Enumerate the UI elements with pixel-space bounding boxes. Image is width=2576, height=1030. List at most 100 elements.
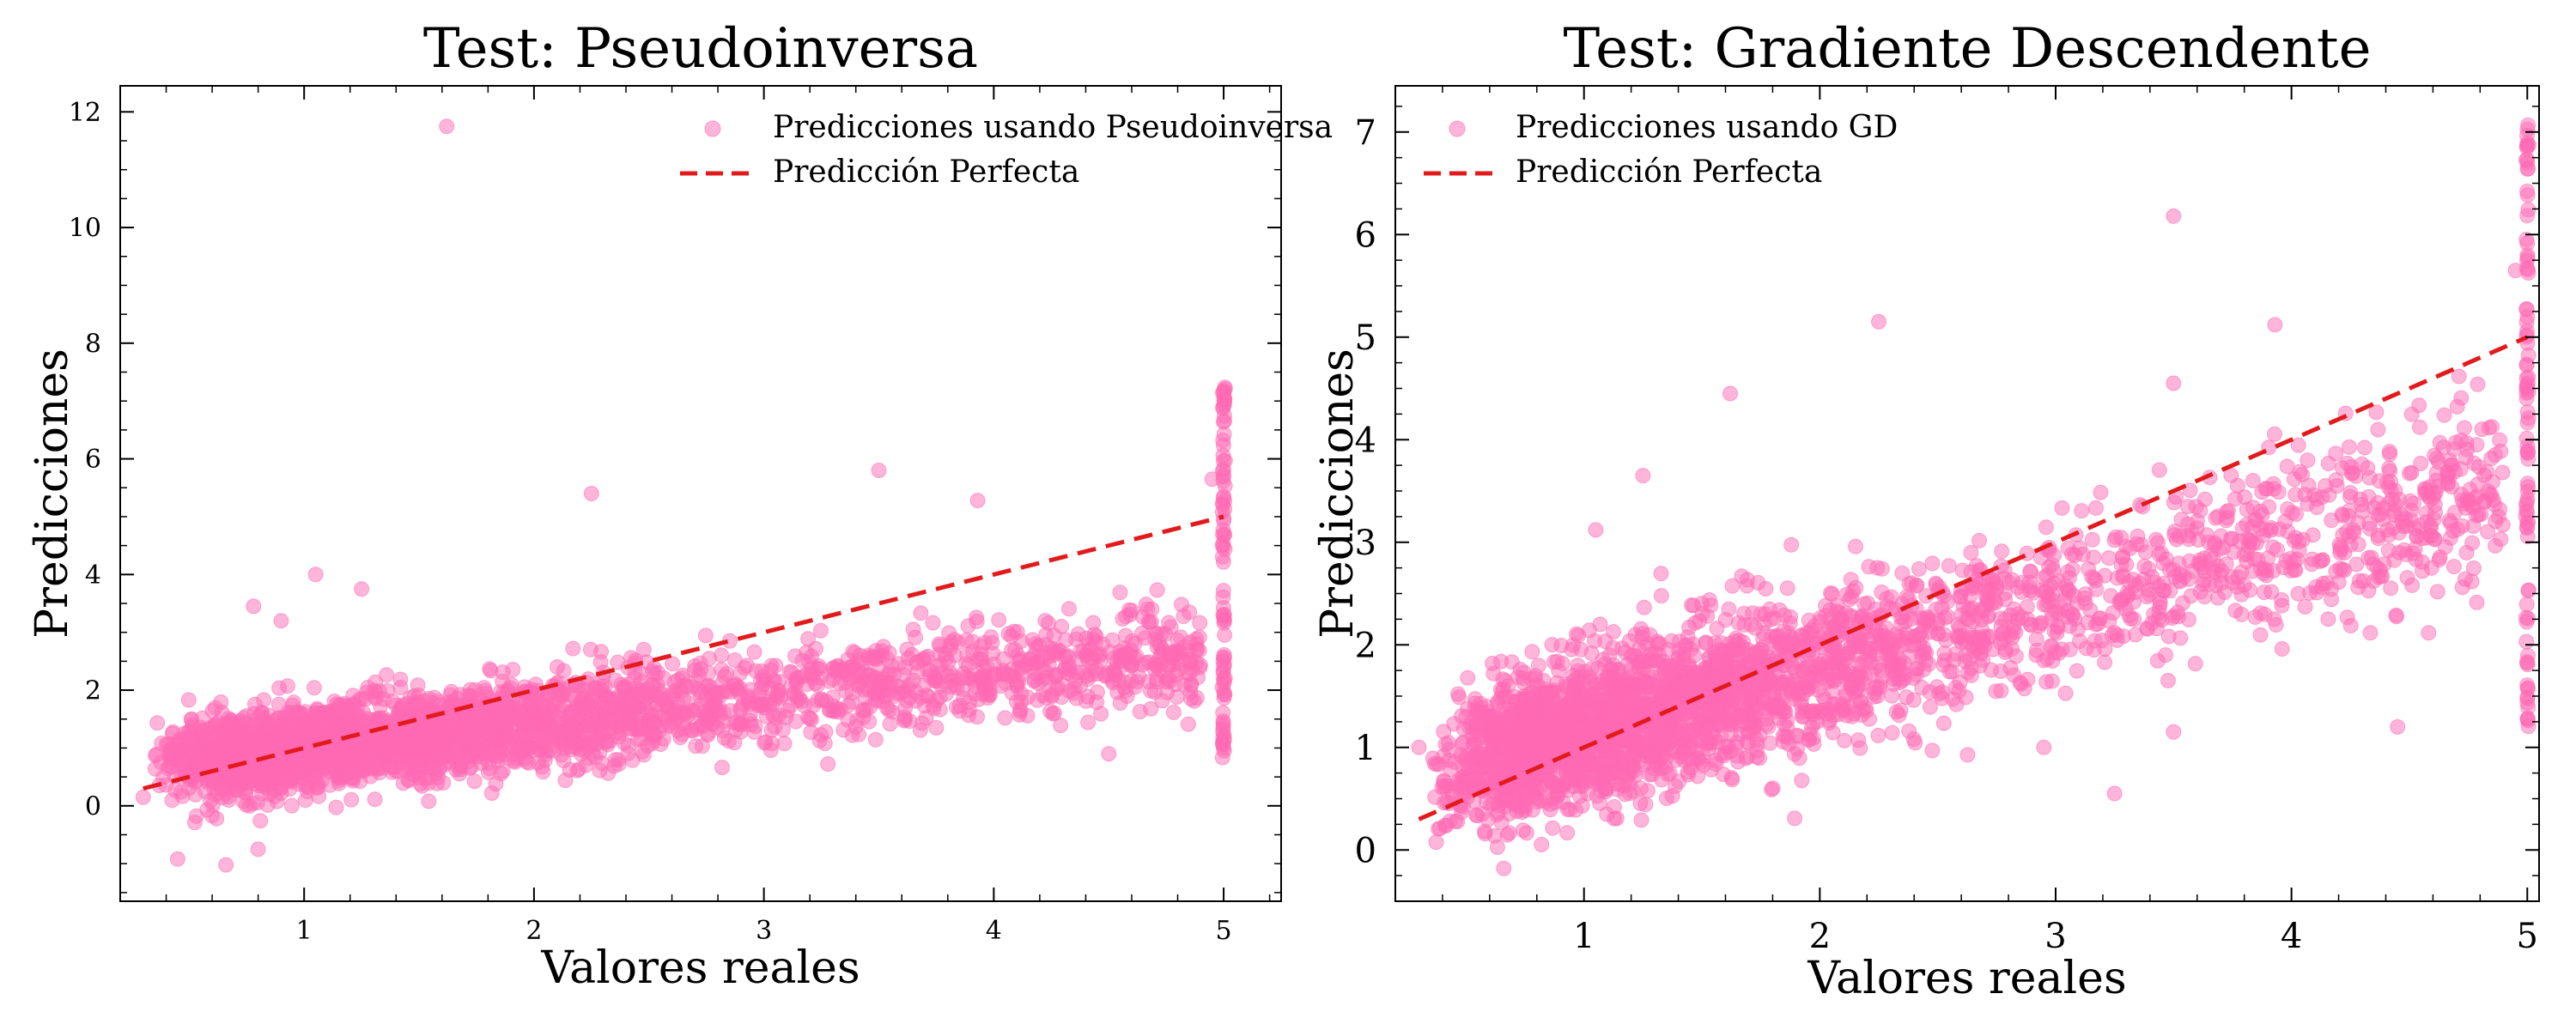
chart-title: Test: Gradiente Descendente — [1563, 17, 2371, 81]
data-point — [1134, 625, 1150, 641]
data-point — [833, 701, 848, 718]
data-point — [871, 463, 887, 478]
x-tick-label: 2 — [526, 916, 542, 946]
data-point — [439, 118, 455, 135]
data-point — [252, 813, 269, 829]
data-point — [1129, 674, 1145, 690]
data-point — [2320, 611, 2336, 627]
data-point — [485, 745, 501, 761]
data-point — [697, 627, 714, 644]
data-point — [2429, 584, 2445, 600]
data-point — [1028, 636, 1044, 652]
data-point — [1941, 558, 1957, 574]
data-point — [287, 722, 303, 738]
data-point — [358, 684, 374, 700]
data-point — [538, 724, 554, 740]
data-point — [1097, 668, 1114, 684]
data-point — [299, 784, 315, 800]
data-point — [174, 788, 191, 804]
data-point — [2413, 456, 2429, 471]
data-point — [993, 678, 1009, 694]
data-point — [223, 712, 240, 728]
data-point — [1058, 632, 1074, 648]
data-point — [390, 763, 406, 779]
data-point — [688, 738, 704, 754]
data-point — [2421, 625, 2437, 641]
data-point — [805, 697, 822, 713]
data-point — [1954, 562, 1971, 579]
data-point — [306, 680, 322, 696]
data-point — [1159, 657, 1176, 672]
data-point — [812, 622, 829, 639]
data-point — [1104, 632, 1121, 648]
data-point — [284, 697, 301, 713]
data-point — [867, 683, 883, 700]
data-point — [896, 712, 913, 729]
data-point — [714, 647, 730, 663]
y-tick-label: 12 — [69, 98, 101, 128]
data-point — [2267, 426, 2282, 442]
data-point — [450, 758, 466, 774]
data-point — [538, 709, 554, 725]
data-point — [1180, 716, 1196, 732]
data-point — [328, 724, 344, 741]
data-point — [1216, 488, 1232, 505]
data-point — [768, 710, 783, 725]
perfect-prediction-line — [143, 514, 1224, 791]
data-point — [2368, 404, 2385, 421]
data-point — [207, 700, 223, 716]
data-point — [997, 710, 1013, 726]
data-point — [505, 662, 521, 678]
data-point — [249, 737, 265, 754]
data-point — [1215, 438, 1231, 453]
data-point — [379, 746, 394, 762]
data-point — [645, 663, 661, 680]
data-point — [762, 696, 778, 712]
data-point — [471, 718, 487, 734]
data-point — [421, 793, 437, 809]
data-point — [580, 718, 597, 734]
y-tick-label: 0 — [85, 791, 101, 821]
data-point — [882, 716, 898, 732]
data-point — [677, 677, 694, 694]
data-point — [302, 746, 319, 762]
data-point — [714, 760, 730, 776]
data-point — [503, 699, 519, 715]
data-point — [1101, 746, 1117, 762]
data-point — [1089, 694, 1105, 711]
legend-label-scatter: Predicciones usando Pseudoinversa — [773, 110, 1333, 145]
panel-gradiente-descendente: Test: Gradiente Descendente 1 2 3 4 50123456… — [1312, 17, 2540, 1004]
data-point — [443, 747, 459, 762]
data-point — [162, 743, 179, 760]
data-point — [307, 566, 324, 583]
data-point — [1119, 688, 1135, 704]
data-point — [626, 670, 642, 687]
data-point — [218, 857, 234, 873]
data-point — [410, 677, 426, 694]
data-point — [790, 692, 806, 708]
data-point — [1884, 688, 1900, 704]
data-point — [1176, 609, 1192, 624]
data-point — [913, 605, 929, 621]
data-point — [925, 697, 941, 713]
data-point — [882, 674, 898, 690]
data-point — [1084, 631, 1101, 647]
data-point — [680, 707, 696, 724]
chart-title: Test: Pseudoinversa — [423, 17, 978, 81]
data-point — [556, 663, 572, 679]
data-point — [1215, 583, 1231, 599]
data-point — [554, 710, 570, 726]
y-tick-label: 10 — [69, 214, 101, 244]
data-point — [1038, 627, 1054, 643]
data-point — [399, 746, 416, 762]
data-point — [1214, 749, 1230, 766]
data-point — [1217, 627, 1233, 643]
data-point — [1935, 715, 1952, 731]
data-point — [1215, 399, 1231, 415]
data-point — [2459, 441, 2476, 457]
data-point — [1085, 615, 1102, 631]
data-point — [1524, 644, 1540, 660]
data-point — [2182, 482, 2198, 499]
data-point — [541, 742, 556, 759]
data-point — [1112, 585, 1128, 601]
